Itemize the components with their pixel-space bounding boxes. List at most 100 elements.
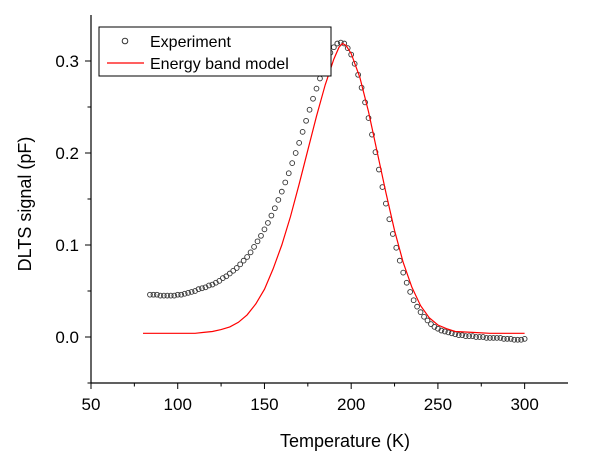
experiment-point xyxy=(497,335,504,341)
experiment-point xyxy=(507,335,514,342)
experiment-point xyxy=(403,279,410,286)
x-tick-label: 50 xyxy=(82,395,101,414)
experiment-point xyxy=(424,317,431,324)
experiment-point xyxy=(459,332,466,339)
legend-label-model: Energy band model xyxy=(150,56,289,73)
x-tick-label: 200 xyxy=(337,395,365,414)
experiment-point xyxy=(275,197,282,203)
experiment-point xyxy=(344,45,351,51)
experiment-point xyxy=(247,249,254,256)
experiment-point xyxy=(511,336,518,343)
experiment-point xyxy=(178,291,185,298)
experiment-point xyxy=(441,328,448,335)
experiment-point xyxy=(306,106,313,113)
energy-band-model-line xyxy=(143,42,525,334)
experiment-point xyxy=(206,282,212,289)
experiment-point xyxy=(278,188,285,195)
experiment-point xyxy=(154,291,160,298)
experiment-point xyxy=(223,273,230,280)
experiment-point xyxy=(504,335,511,342)
experiment-point xyxy=(487,335,493,341)
y-tick-label: 0.2 xyxy=(55,144,79,163)
experiment-point xyxy=(483,335,490,341)
experiment-point xyxy=(494,335,500,341)
experiment-point xyxy=(296,140,302,146)
experiment-point xyxy=(313,85,320,92)
experiment-point xyxy=(233,265,240,271)
y-axis-ticks: 0.0 0.1 0.2 0.3 xyxy=(55,52,91,384)
y-tick-label: 0.3 xyxy=(55,52,79,71)
experiment-point xyxy=(334,40,341,47)
experiment-point xyxy=(369,131,375,138)
experiment-point xyxy=(268,212,275,219)
experiment-point xyxy=(292,150,299,156)
experiment-point xyxy=(445,329,452,336)
x-tick-label: 100 xyxy=(164,395,192,414)
experiment-point xyxy=(500,335,507,342)
experiment-point xyxy=(282,179,289,186)
experiment-point xyxy=(348,51,355,58)
experiment-point xyxy=(167,292,174,299)
experiment-point xyxy=(299,128,306,135)
experiment-point xyxy=(216,278,223,284)
experiment-point xyxy=(164,292,171,299)
experiment-point xyxy=(161,292,167,299)
x-axis-title: Temperature (K) xyxy=(280,431,410,451)
experiment-point xyxy=(237,261,244,268)
experiment-point xyxy=(518,336,525,343)
experiment-point xyxy=(244,254,250,260)
x-tick-label: 250 xyxy=(424,395,452,414)
experiment-point xyxy=(372,149,379,155)
experiment-point xyxy=(407,289,414,295)
experiment-point xyxy=(226,270,233,277)
experiment-point xyxy=(400,269,407,276)
experiment-point xyxy=(261,226,268,233)
experiment-point xyxy=(285,170,292,177)
experiment-point xyxy=(230,267,237,274)
experiment-point xyxy=(185,289,191,296)
y-tick-label: 0.1 xyxy=(55,236,79,255)
experiment-point xyxy=(414,303,420,310)
experiment-point xyxy=(469,333,476,339)
experiment-point xyxy=(462,333,469,339)
experiment-point xyxy=(150,291,157,298)
experiment-point xyxy=(265,220,271,226)
experiment-point xyxy=(303,117,309,124)
experiment-point xyxy=(410,297,417,304)
legend-label-experiment: Experiment xyxy=(150,34,231,51)
experiment-point xyxy=(438,327,445,334)
y-tick-label: 0.0 xyxy=(55,328,79,347)
x-axis-ticks: 50 100 150 200 250 300 xyxy=(82,383,539,414)
experiment-point xyxy=(254,238,261,245)
experiment-point xyxy=(171,292,178,299)
experiment-point xyxy=(157,292,164,299)
experiment-point xyxy=(421,313,427,320)
experiment-series xyxy=(147,39,528,343)
experiment-point xyxy=(272,205,278,212)
experiment-point xyxy=(289,160,296,166)
experiment-point xyxy=(181,290,188,297)
experiment-point xyxy=(480,334,486,340)
experiment-point xyxy=(476,334,483,340)
experiment-point xyxy=(514,336,521,343)
x-tick-label: 150 xyxy=(250,395,278,414)
experiment-point xyxy=(174,291,181,298)
experiment-point xyxy=(365,115,372,121)
experiment-point xyxy=(310,95,316,102)
y-axis-title: DLTS signal (pF) xyxy=(15,137,35,272)
experiment-point xyxy=(188,289,195,295)
experiment-point xyxy=(466,333,472,339)
experiment-point xyxy=(455,332,462,339)
experiment-point xyxy=(417,309,424,316)
experiment-point xyxy=(195,286,202,293)
experiment-point xyxy=(428,321,434,327)
experiment-point xyxy=(251,243,257,250)
experiment-point xyxy=(521,335,528,342)
experiment-point xyxy=(473,334,479,340)
legend-marker-experiment xyxy=(121,37,129,45)
experiment-point xyxy=(490,335,497,341)
x-tick-label: 300 xyxy=(510,395,538,414)
experiment-point xyxy=(258,232,264,239)
legend-box xyxy=(98,26,332,77)
